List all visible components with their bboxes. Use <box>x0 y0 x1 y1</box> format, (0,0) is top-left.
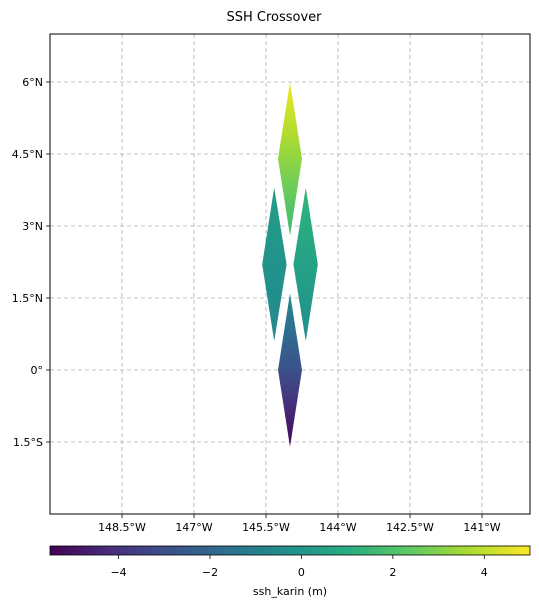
colorbar-ticks: −4 −2 0 2 4 <box>110 555 488 579</box>
x-tick-label: 141°W <box>463 521 500 534</box>
swath-layer <box>262 82 318 447</box>
swath-top <box>278 82 302 236</box>
y-axis: 6°N 4.5°N 3°N 1.5°N 0° 1.5°S <box>12 76 50 449</box>
colorbar-tick-label: 0 <box>298 566 305 579</box>
y-tick-label: 4.5°N <box>12 148 43 161</box>
swath-left <box>262 187 287 342</box>
y-tick-label: 1.5°S <box>13 436 43 449</box>
x-tick-label: 144°W <box>319 521 356 534</box>
x-axis: 148.5°W 147°W 145.5°W 144°W 142.5°W 141°W <box>98 514 501 534</box>
colorbar-tick-label: −4 <box>110 566 126 579</box>
chart-title: SSH Crossover <box>226 10 322 25</box>
colorbar <box>49 545 531 556</box>
swath-right <box>293 187 318 342</box>
plot-frame <box>49 33 531 515</box>
x-tick-label: 148.5°W <box>98 521 146 534</box>
colorbar-tick-label: 2 <box>389 566 396 579</box>
colorbar-tick-label: −2 <box>202 566 218 579</box>
colorbar-label: ssh_karin (m) <box>253 585 327 598</box>
x-tick-label: 142.5°W <box>386 521 434 534</box>
y-tick-label: 3°N <box>22 220 43 233</box>
y-tick-label: 1.5°N <box>12 292 43 305</box>
swath-bottom <box>278 293 302 447</box>
x-tick-label: 147°W <box>175 521 212 534</box>
y-tick-label: 6°N <box>22 76 43 89</box>
y-tick-label: 0° <box>31 364 44 377</box>
x-tick-label: 145.5°W <box>242 521 290 534</box>
colorbar-tick-label: 4 <box>481 566 488 579</box>
